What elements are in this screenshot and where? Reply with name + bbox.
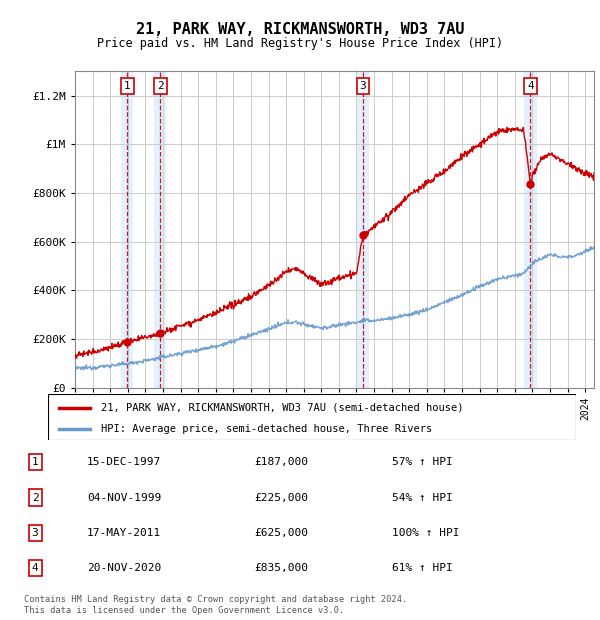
Text: £625,000: £625,000	[254, 528, 308, 538]
Text: £187,000: £187,000	[254, 457, 308, 467]
Text: Price paid vs. HM Land Registry's House Price Index (HPI): Price paid vs. HM Land Registry's House …	[97, 37, 503, 50]
Text: 15-DEC-1997: 15-DEC-1997	[87, 457, 161, 467]
Text: 3: 3	[32, 528, 38, 538]
Text: 1: 1	[32, 457, 38, 467]
Text: HPI: Average price, semi-detached house, Three Rivers: HPI: Average price, semi-detached house,…	[101, 423, 432, 433]
Bar	[154, 71, 166, 388]
Text: 2: 2	[157, 81, 164, 91]
Text: Contains HM Land Registry data © Crown copyright and database right 2024.: Contains HM Land Registry data © Crown c…	[24, 595, 407, 604]
Text: 17-MAY-2011: 17-MAY-2011	[87, 528, 161, 538]
Bar	[121, 71, 133, 388]
Text: 04-NOV-1999: 04-NOV-1999	[87, 492, 161, 503]
Text: £835,000: £835,000	[254, 563, 308, 574]
Bar	[524, 71, 536, 388]
Text: 54% ↑ HPI: 54% ↑ HPI	[392, 492, 453, 503]
Text: 4: 4	[32, 563, 38, 574]
Text: 61% ↑ HPI: 61% ↑ HPI	[392, 563, 453, 574]
Bar	[357, 71, 369, 388]
Text: 4: 4	[527, 81, 534, 91]
Text: 21, PARK WAY, RICKMANSWORTH, WD3 7AU (semi-detached house): 21, PARK WAY, RICKMANSWORTH, WD3 7AU (se…	[101, 402, 463, 413]
Text: £225,000: £225,000	[254, 492, 308, 503]
Text: 57% ↑ HPI: 57% ↑ HPI	[392, 457, 453, 467]
Text: 100% ↑ HPI: 100% ↑ HPI	[392, 528, 460, 538]
Text: 2: 2	[32, 492, 38, 503]
Text: 1: 1	[124, 81, 130, 91]
Text: 3: 3	[359, 81, 367, 91]
Text: This data is licensed under the Open Government Licence v3.0.: This data is licensed under the Open Gov…	[24, 606, 344, 614]
Text: 21, PARK WAY, RICKMANSWORTH, WD3 7AU: 21, PARK WAY, RICKMANSWORTH, WD3 7AU	[136, 22, 464, 37]
Text: 20-NOV-2020: 20-NOV-2020	[87, 563, 161, 574]
FancyBboxPatch shape	[48, 394, 576, 440]
